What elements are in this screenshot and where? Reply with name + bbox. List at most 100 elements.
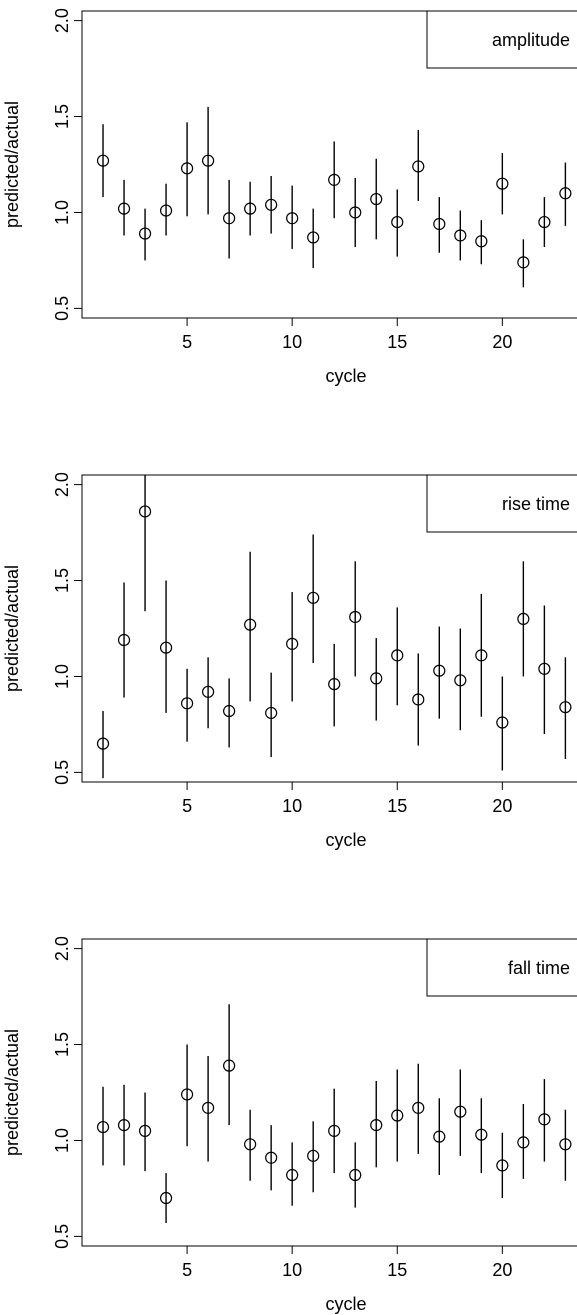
- x-tick-label: 10: [282, 332, 302, 352]
- data-point: [96, 737, 110, 750]
- data-point: [286, 1168, 299, 1182]
- data-point: [454, 674, 467, 687]
- data-point: [370, 672, 383, 685]
- x-tick-label: 15: [387, 1260, 407, 1280]
- x-tick-label: 15: [387, 796, 407, 816]
- data-point: [223, 1059, 236, 1072]
- data-point: [475, 1128, 488, 1141]
- data-point: [517, 256, 530, 269]
- data-point: [517, 1136, 530, 1149]
- plot-frame: [81, 474, 577, 783]
- data-point: [559, 1138, 572, 1151]
- data-point: [475, 235, 488, 248]
- data-point: [286, 637, 299, 650]
- data-point: [244, 1138, 257, 1151]
- y-tick-label: 1.0: [52, 200, 72, 225]
- data-point: [328, 173, 341, 186]
- data-point: [202, 1101, 215, 1114]
- y-tick-label: 1.5: [52, 568, 72, 593]
- legend-label: rise time: [502, 494, 570, 514]
- data-point: [349, 206, 362, 219]
- data-point: [265, 1151, 278, 1164]
- y-axis-label: predicted/actual: [2, 101, 22, 228]
- legend-label: fall time: [508, 958, 570, 978]
- y-tick-label: 0.5: [52, 760, 72, 785]
- data-point: [117, 633, 131, 647]
- data-point: [244, 618, 257, 631]
- data-point: [433, 217, 446, 231]
- data-point: [496, 1159, 509, 1172]
- legend-box: [426, 10, 577, 69]
- data-point: [202, 685, 215, 698]
- data-point: [559, 187, 572, 200]
- data-point: [307, 1149, 320, 1162]
- data-point: [496, 177, 509, 190]
- data-point: [159, 1191, 173, 1205]
- data-point: [433, 664, 446, 677]
- data-point: [391, 215, 404, 229]
- data-point: [286, 212, 299, 225]
- data-point: [138, 505, 152, 518]
- x-tick-label: 20: [492, 332, 512, 352]
- data-point: [265, 198, 278, 211]
- data-point: [433, 1130, 446, 1143]
- data-point: [517, 612, 530, 626]
- data-point: [223, 704, 236, 718]
- data-point: [328, 1124, 341, 1137]
- y-tick-label: 2.0: [52, 8, 72, 33]
- y-tick-label: 2.0: [52, 936, 72, 961]
- data-point: [180, 1088, 194, 1101]
- chart-panel: 5 10 15 20 0.5 1.0 1.5 2.0 cycle predicted/actual…: [2, 936, 577, 1314]
- plot-frame: [81, 10, 577, 319]
- y-tick-label: 1.5: [52, 1032, 72, 1057]
- data-point: [138, 227, 152, 240]
- legend-label: amplitude: [492, 30, 570, 50]
- data-point: [370, 192, 383, 206]
- data-point: [412, 160, 425, 173]
- x-tick-label: 5: [182, 332, 192, 352]
- x-tick-label: 15: [387, 332, 407, 352]
- x-tick-label: 5: [182, 796, 192, 816]
- y-tick-label: 1.0: [52, 664, 72, 689]
- data-point: [391, 1109, 404, 1122]
- data-point: [454, 229, 467, 242]
- data-point: [180, 697, 194, 710]
- legend-box: [426, 474, 577, 533]
- x-axis-label: cycle: [325, 830, 366, 850]
- data-point: [138, 1124, 152, 1137]
- x-tick-label: 20: [492, 796, 512, 816]
- x-tick-label: 20: [492, 1260, 512, 1280]
- data-point: [349, 1168, 362, 1182]
- data-point: [202, 154, 215, 167]
- chart-panel: 5 10 15 20 0.5 1.0 1.5 2.0 cycle predicted/actual…: [2, 8, 577, 386]
- data-point: [159, 641, 173, 654]
- x-axis-label: cycle: [325, 366, 366, 386]
- x-axis-label: cycle: [325, 1294, 366, 1314]
- data-point: [159, 204, 173, 217]
- data-point: [180, 162, 194, 175]
- data-point: [538, 662, 551, 675]
- chart-panel: 5 10 15 20 0.5 1.0 1.5 2.0 cycle predicted/actual…: [2, 472, 577, 850]
- data-point: [559, 701, 572, 714]
- data-point: [117, 202, 131, 215]
- y-axis-label: predicted/actual: [2, 1029, 22, 1156]
- data-point: [412, 1101, 425, 1114]
- data-point: [244, 202, 257, 215]
- data-point: [412, 693, 425, 706]
- y-tick-label: 1.5: [52, 104, 72, 129]
- data-point: [307, 591, 320, 604]
- data-point: [391, 649, 404, 662]
- data-point: [96, 1120, 110, 1134]
- data-point: [223, 212, 236, 225]
- x-tick-label: 10: [282, 796, 302, 816]
- data-point: [328, 678, 341, 691]
- data-point: [307, 231, 320, 244]
- y-axis-label: predicted/actual: [2, 565, 22, 692]
- data-point: [496, 716, 509, 729]
- data-point: [96, 154, 110, 167]
- data-point: [538, 1113, 551, 1126]
- data-point: [454, 1105, 467, 1118]
- y-tick-label: 0.5: [52, 296, 72, 321]
- data-point: [475, 649, 488, 662]
- data-point: [117, 1119, 131, 1132]
